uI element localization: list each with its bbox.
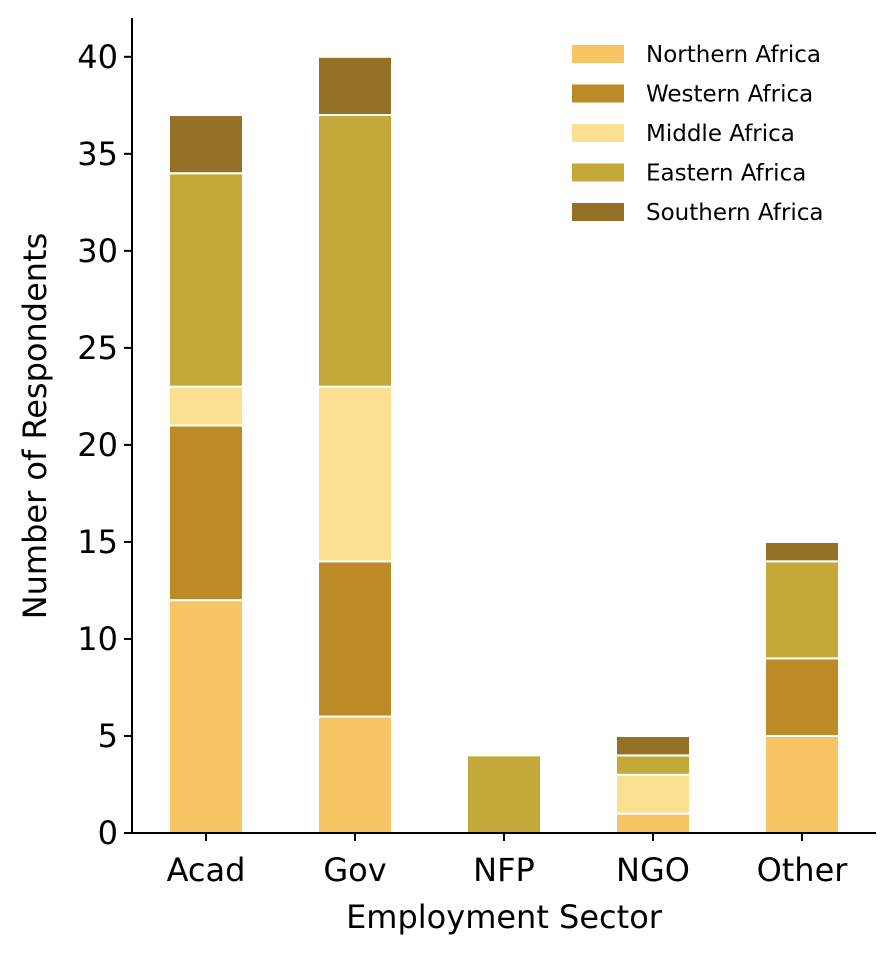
legend-swatch-middle-africa [572,124,624,142]
bar-ngo-eastern-africa [615,754,691,776]
y-tick-label: 5 [98,717,118,755]
bar-ngo-northern-africa [615,812,691,834]
bar-gov-middle-africa [317,385,393,563]
x-axis-title: Employment Sector [346,898,663,936]
y-tick-label: 40 [77,38,118,76]
bar-other-eastern-africa [764,560,840,660]
bar-gov-western-africa [317,560,393,718]
bar-acad-middle-africa [168,385,244,427]
y-tick-label: 35 [77,135,118,173]
bar-gov-northern-africa [317,715,393,834]
legend-label-middle-africa: Middle Africa [646,121,795,147]
y-tick-label: 15 [77,523,118,561]
bar-other-western-africa [764,657,840,737]
legend-label-northern-africa: Northern Africa [646,42,821,68]
y-tick-label: 20 [77,426,118,464]
legend-label-western-africa: Western Africa [646,82,813,108]
legend-swatch-western-africa [572,84,624,103]
x-tick-label: Gov [323,851,386,889]
bar-ngo-middle-africa [615,773,691,815]
x-tick-label: Other [757,851,849,889]
legend-swatch-southern-africa [572,203,624,221]
legend: Northern Africa Western Africa Middle Afri… [572,42,824,226]
bar-acad-northern-africa [168,599,244,835]
y-axis-title: Number of Respondents [16,233,54,620]
y-ticks: 0 5 10 15 20 25 30 35 40 [77,38,132,852]
x-tick-label: NGO [616,851,690,889]
bar-acad-southern-africa [168,114,244,175]
y-tick-label: 0 [98,814,118,852]
x-ticks: Acad Gov NFP NGO Other [167,833,849,889]
bar-nfp-eastern-africa [466,754,542,835]
x-tick-label: Acad [167,851,246,889]
x-tick-label: NFP [473,851,535,889]
bar-ngo-southern-africa [615,734,691,757]
legend-swatch-eastern-africa [572,163,624,182]
bar-other-southern-africa [764,540,840,563]
bars-layer [168,55,840,835]
y-tick-label: 25 [77,329,118,367]
bar-gov-southern-africa [317,55,393,117]
y-tick-label: 30 [77,232,118,270]
bar-gov-eastern-africa [317,114,393,388]
legend-label-southern-africa: Southern Africa [646,200,824,226]
legend-label-eastern-africa: Eastern Africa [646,161,806,187]
y-tick-label: 10 [77,620,118,658]
legend-swatch-northern-africa [572,45,624,63]
bar-other-northern-africa [764,734,840,835]
bar-acad-eastern-africa [168,172,244,388]
bar-acad-western-africa [168,424,244,602]
